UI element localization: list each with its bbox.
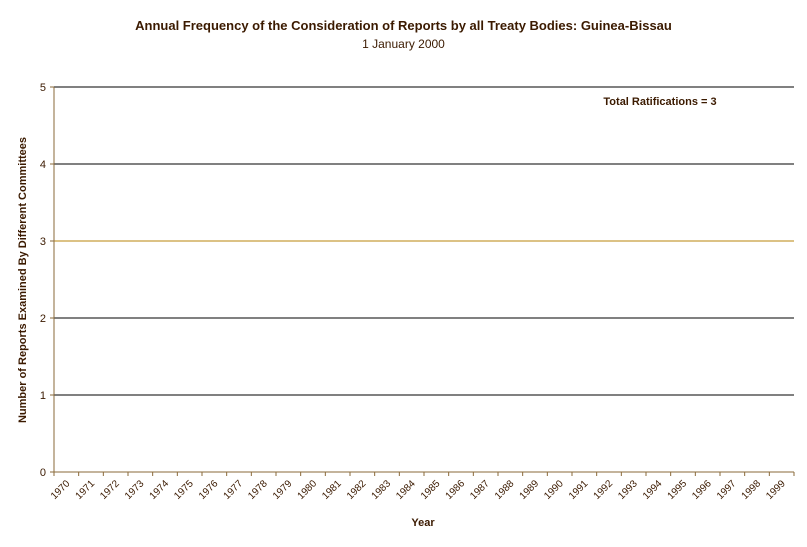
x-tick-label: 1990 xyxy=(542,478,566,502)
chart-subtitle: 1 January 2000 xyxy=(362,37,445,51)
x-tick-label: 1995 xyxy=(666,478,690,502)
x-tick-label: 1973 xyxy=(123,478,147,502)
x-tick-label: 1972 xyxy=(98,478,122,502)
x-axis-label: Year xyxy=(411,517,435,529)
x-tick-labels: 1970 1971 1972 1973 1974 1975 1976 1977 1978 1979… xyxy=(49,478,788,502)
x-tick-label: 1980 xyxy=(296,478,320,502)
x-tick-label: 1984 xyxy=(394,478,418,502)
x-tick-label: 1987 xyxy=(468,478,492,502)
y-tick-labels: 0 1 2 3 4 5 xyxy=(40,82,46,479)
x-tick-label: 1991 xyxy=(567,478,591,502)
x-tick-label: 1996 xyxy=(690,478,714,502)
x-tick-label: 1992 xyxy=(592,478,616,502)
x-tick-label: 1988 xyxy=(493,478,517,502)
x-tick-label: 1970 xyxy=(49,478,73,502)
x-tick-label: 1971 xyxy=(74,478,98,502)
y-tick-label: 0 xyxy=(40,467,46,479)
y-tick-label: 1 xyxy=(40,390,46,402)
x-tick-label: 1994 xyxy=(641,478,665,502)
x-tick-label: 1979 xyxy=(271,478,295,502)
x-tick-label: 1976 xyxy=(197,478,221,502)
total-ratifications-annotation: Total Ratifications = 3 xyxy=(603,96,716,108)
x-tick-label: 1998 xyxy=(740,478,764,502)
x-tick-label: 1983 xyxy=(370,478,394,502)
x-tick-label: 1993 xyxy=(616,478,640,502)
y-tick-label: 4 xyxy=(40,159,46,171)
x-tick-label: 1999 xyxy=(764,478,788,502)
x-tick-label: 1989 xyxy=(518,478,542,502)
x-tick-label: 1985 xyxy=(419,478,443,502)
x-tick-label: 1982 xyxy=(345,478,369,502)
y-axis-label: Number of Reports Examined By Different … xyxy=(17,137,29,423)
x-tick-label: 1974 xyxy=(148,478,172,502)
gridlines xyxy=(54,86,794,396)
chart-title: Annual Frequency of the Consideration of… xyxy=(135,18,672,33)
x-tick-label: 1997 xyxy=(715,478,739,502)
x-tick-label: 1986 xyxy=(444,478,468,502)
x-tick-label: 1975 xyxy=(172,478,196,502)
axes xyxy=(50,86,795,476)
x-tick-label: 1978 xyxy=(246,478,270,502)
y-tick-label: 5 xyxy=(40,82,46,94)
x-tick-label: 1977 xyxy=(222,478,246,502)
x-tick-label: 1981 xyxy=(320,478,344,502)
y-tick-label: 3 xyxy=(40,236,46,248)
y-tick-label: 2 xyxy=(40,313,46,325)
